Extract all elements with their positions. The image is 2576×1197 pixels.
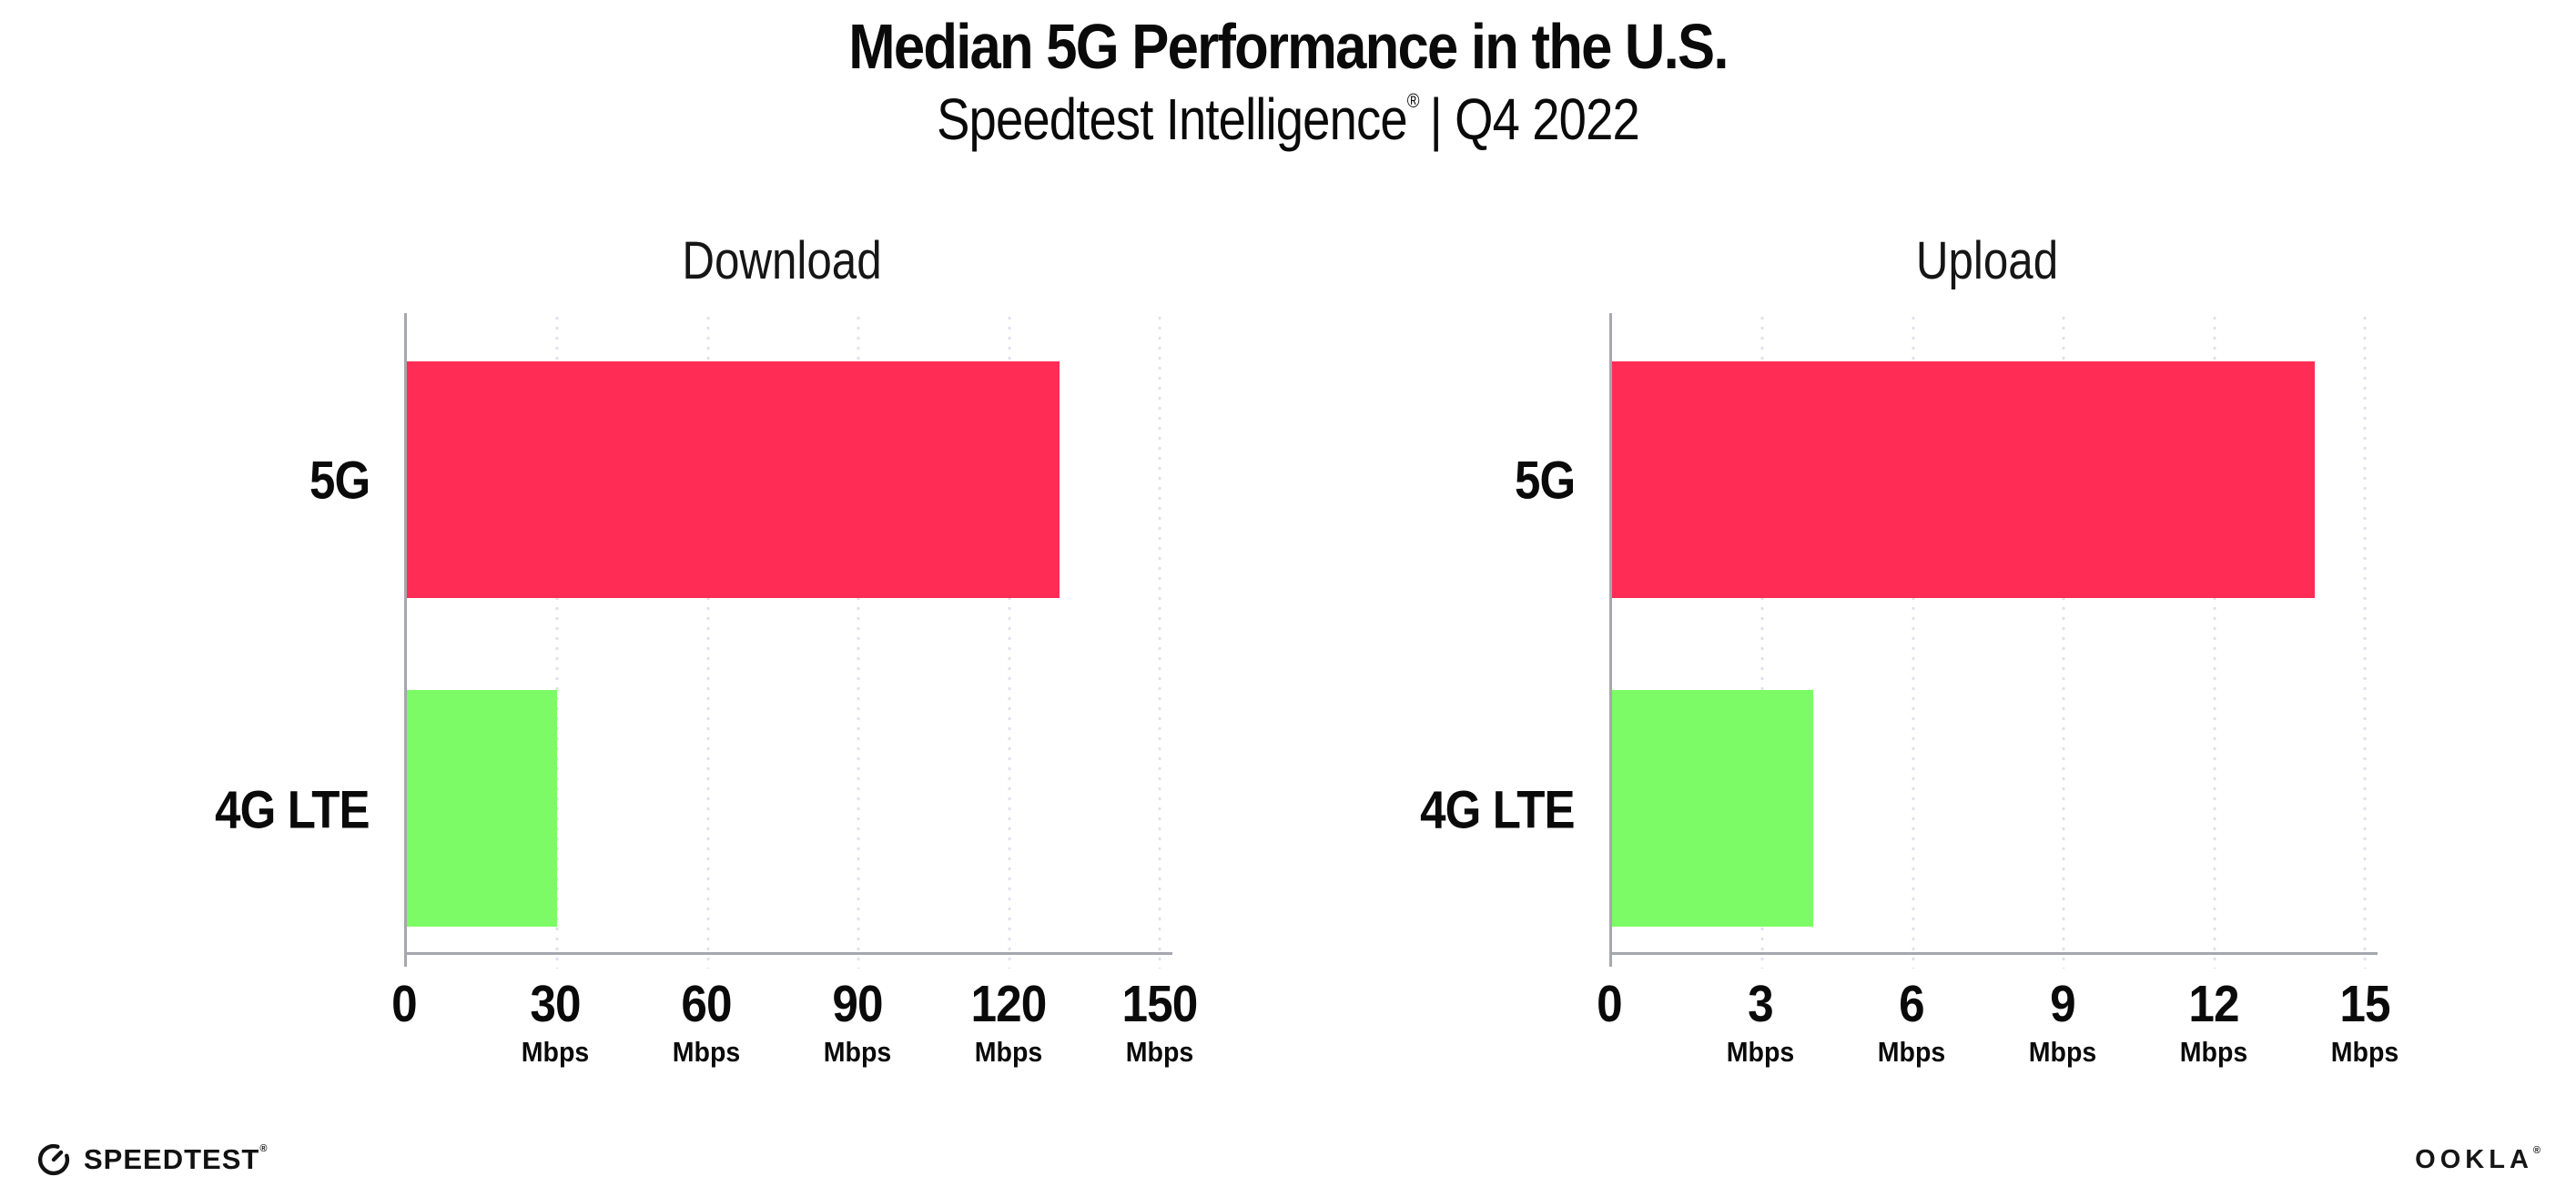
category-label-5g: 5G xyxy=(1514,451,1576,511)
download-chart: Download 5G 4G LTE 0 30 Mbps 60 Mbps 90 Mbps 12… xyxy=(164,230,1198,1101)
subtitle-brand: Speedtest Intelligence xyxy=(937,86,1407,153)
gridline-90-mbps xyxy=(857,313,860,969)
x-tick-unit: Mbps xyxy=(672,1036,741,1069)
x-tick-15: 15 Mbps xyxy=(2328,975,2402,1069)
x-tick-unit: Mbps xyxy=(1726,1036,1795,1069)
gridline-120-mbps xyxy=(1008,313,1011,969)
upload-category-labels: 5G 4G LTE xyxy=(1369,313,1609,955)
x-tick-12: 12 Mbps xyxy=(2177,975,2251,1069)
speedtest-logo: SPEEDTEST® xyxy=(35,1141,268,1179)
download-category-labels: 5G 4G LTE xyxy=(164,313,404,955)
x-tick-unit: Mbps xyxy=(2179,1036,2248,1069)
x-tick-120: 120 Mbps xyxy=(967,975,1050,1069)
gridline-6-mbps xyxy=(1912,313,1915,969)
subtitle-period: | Q4 2022 xyxy=(1429,86,1640,153)
x-tick-value: 150 xyxy=(1121,975,1199,1034)
x-tick-value: 0 xyxy=(391,975,418,1034)
bar-4g-lte-download xyxy=(407,689,558,927)
x-tick-value: 90 xyxy=(832,975,883,1034)
ookla-logo: OOKLA® xyxy=(2415,1145,2545,1175)
x-tick-150: 150 Mbps xyxy=(1118,975,1202,1069)
x-tick-30: 30 Mbps xyxy=(519,975,593,1069)
speedtest-gauge-icon xyxy=(35,1141,73,1179)
download-plot-area xyxy=(404,313,1172,969)
x-tick-value: 6 xyxy=(1899,975,1925,1034)
x-tick-value: 60 xyxy=(681,975,732,1034)
gridline-9-mbps xyxy=(2062,313,2065,969)
x-tick-unit: Mbps xyxy=(2330,1036,2399,1069)
speedtest-label: SPEEDTEST xyxy=(84,1143,260,1175)
x-tick-unit: Mbps xyxy=(1877,1036,1946,1069)
speedtest-wordmark: SPEEDTEST® xyxy=(84,1143,268,1176)
x-tick-value: 30 xyxy=(530,975,581,1034)
x-tick-6: 6 Mbps xyxy=(1875,975,1949,1069)
bar-4g-lte-upload xyxy=(1612,689,1813,927)
upload-x-axis-labels: 0 3 Mbps 6 Mbps 9 Mbps 12 Mbps 15 Mbps xyxy=(1597,955,2399,1101)
ookla-registered-mark: ® xyxy=(2532,1145,2545,1156)
x-tick-3: 3 Mbps xyxy=(1724,975,1798,1069)
header: Median 5G Performance in the U.S. Speedt… xyxy=(0,0,2576,152)
category-label-4g-lte: 4G LTE xyxy=(1420,780,1575,840)
x-tick-0: 0 xyxy=(1596,979,1624,1030)
upload-plot-area xyxy=(1609,313,2378,969)
registered-mark: ® xyxy=(1406,89,1420,113)
charts-row: Download 5G 4G LTE 0 30 Mbps 60 Mbps 90 Mbps 12… xyxy=(0,230,2576,1101)
upload-chart-title: Upload xyxy=(1915,230,2059,290)
x-tick-value: 9 xyxy=(2050,975,2076,1034)
x-tick-value: 0 xyxy=(1597,975,1623,1034)
bar-5g-download xyxy=(407,361,1060,598)
bar-5g-upload xyxy=(1612,361,2315,598)
x-tick-90: 90 Mbps xyxy=(821,975,895,1069)
upload-chart: Upload 5G 4G LTE 0 3 Mbps 6 Mbps 9 Mbps 12 Mbps 1… xyxy=(1369,230,2399,1101)
gridline-12-mbps xyxy=(2213,313,2216,969)
page-title: Median 5G Performance in the U.S. xyxy=(848,11,1729,82)
x-tick-value: 120 xyxy=(970,975,1048,1034)
gridline-60-mbps xyxy=(706,313,710,969)
x-tick-unit: Mbps xyxy=(2028,1036,2097,1069)
ookla-wordmark: OOKLA xyxy=(2415,1145,2533,1174)
page-subtitle: Speedtest Intelligence® | Q4 2022 xyxy=(193,87,2383,151)
speedtest-registered-mark: ® xyxy=(259,1143,269,1154)
x-tick-0: 0 xyxy=(390,979,419,1030)
x-tick-unit: Mbps xyxy=(521,1036,590,1069)
x-tick-unit: Mbps xyxy=(823,1036,892,1069)
x-tick-value: 15 xyxy=(2339,975,2390,1034)
gridline-15-mbps xyxy=(2363,313,2367,969)
gridline-30-mbps xyxy=(555,313,559,969)
x-tick-value: 3 xyxy=(1748,975,1774,1034)
gridline-3-mbps xyxy=(1760,313,1764,969)
x-tick-60: 60 Mbps xyxy=(670,975,744,1069)
download-x-axis-labels: 0 30 Mbps 60 Mbps 90 Mbps 120 Mbps 150 Mbps xyxy=(391,955,1198,1101)
x-tick-unit: Mbps xyxy=(974,1036,1043,1069)
category-label-5g: 5G xyxy=(309,451,370,511)
x-tick-value: 12 xyxy=(2188,975,2239,1034)
category-label-4g-lte: 4G LTE xyxy=(215,780,370,840)
download-chart-title: Download xyxy=(682,230,882,290)
gridline-150-mbps xyxy=(1158,313,1161,969)
x-tick-unit: Mbps xyxy=(1125,1036,1194,1069)
x-tick-9: 9 Mbps xyxy=(2026,975,2100,1069)
